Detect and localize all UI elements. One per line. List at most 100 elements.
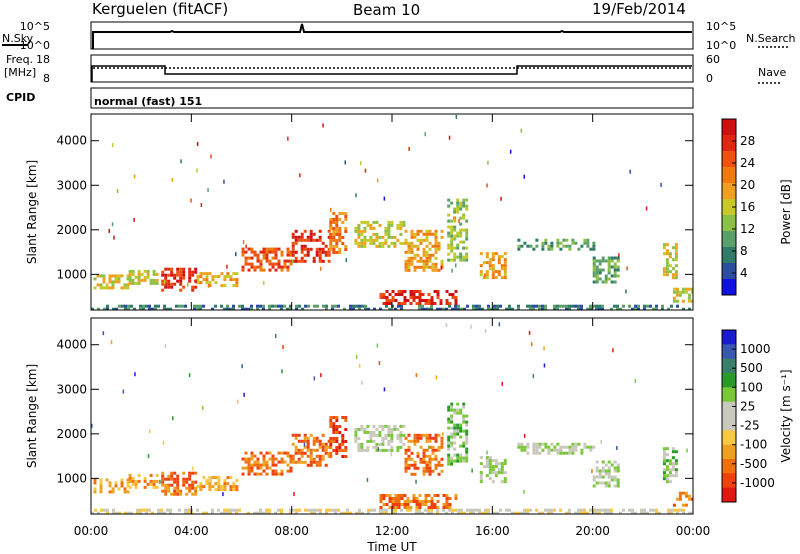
echo-cell bbox=[176, 480, 180, 484]
echo-cell bbox=[361, 380, 363, 385]
echo-cell bbox=[289, 460, 293, 464]
echo-cell bbox=[541, 511, 544, 514]
echo-cell bbox=[291, 232, 295, 236]
echo-cell bbox=[454, 497, 458, 500]
echo-cell bbox=[345, 258, 347, 263]
echo-cell bbox=[435, 375, 438, 380]
echo-cell bbox=[286, 253, 290, 257]
echo-cell bbox=[634, 307, 637, 310]
echo-cell bbox=[672, 287, 676, 291]
echo-cell bbox=[416, 259, 420, 263]
echo-cell bbox=[448, 497, 452, 500]
echo-cell bbox=[96, 274, 100, 278]
echo-cell bbox=[256, 511, 259, 514]
echo-cell bbox=[456, 207, 460, 211]
echo-cell bbox=[410, 472, 414, 476]
echo-cell bbox=[194, 285, 198, 289]
echo-cell bbox=[662, 273, 666, 277]
echo-cell bbox=[427, 500, 431, 503]
echo-cell bbox=[424, 508, 427, 512]
echo-cell bbox=[453, 210, 457, 214]
echo-cell bbox=[253, 460, 257, 464]
echo-cell bbox=[105, 478, 109, 482]
echo-cell bbox=[303, 238, 307, 242]
echo-cell bbox=[188, 279, 192, 283]
echo-cell bbox=[448, 503, 452, 506]
echo-cell bbox=[456, 453, 460, 457]
echo-cell bbox=[253, 454, 257, 458]
echo-cell bbox=[646, 304, 649, 308]
echo-cell bbox=[607, 268, 611, 272]
echo-cell bbox=[485, 459, 489, 463]
echo-cell bbox=[397, 494, 401, 497]
echo-cell bbox=[451, 268, 453, 273]
echo-cell bbox=[508, 304, 511, 308]
echo-cell bbox=[274, 472, 278, 476]
echo-cell bbox=[447, 420, 451, 424]
echo-cell bbox=[415, 497, 419, 500]
echo-cell bbox=[434, 457, 438, 461]
echo-cell bbox=[105, 283, 109, 287]
echo-cell bbox=[315, 463, 319, 467]
echo-cell bbox=[465, 450, 469, 454]
echo-cell bbox=[457, 307, 460, 310]
echo-cell bbox=[465, 423, 469, 427]
echo-cell bbox=[418, 506, 422, 509]
echo-cell bbox=[360, 427, 364, 431]
echo-cell bbox=[164, 486, 168, 490]
echo-cell bbox=[332, 233, 336, 236]
echo-cell bbox=[379, 307, 382, 310]
echo-cell bbox=[182, 267, 186, 271]
echo-cell bbox=[223, 479, 227, 483]
echo-cell bbox=[431, 253, 435, 257]
echo-cell bbox=[450, 228, 454, 232]
echo-cell bbox=[541, 304, 544, 308]
echo-cell bbox=[544, 307, 547, 310]
echo-cell bbox=[280, 265, 284, 269]
echo-cell bbox=[363, 220, 367, 224]
echo-cell bbox=[404, 451, 408, 455]
echo-cell bbox=[396, 238, 400, 242]
echo-cell bbox=[427, 302, 431, 305]
echo-cell bbox=[462, 429, 466, 433]
echo-cell bbox=[97, 307, 100, 310]
echo-cell bbox=[442, 508, 445, 512]
echo-cell bbox=[450, 237, 454, 241]
echo-cell bbox=[167, 279, 171, 283]
echo-cell bbox=[589, 247, 593, 251]
echo-cell bbox=[294, 436, 298, 440]
echo-cell bbox=[485, 255, 489, 259]
echo-cell bbox=[604, 484, 608, 488]
echo-cell bbox=[303, 247, 307, 251]
echo-cell bbox=[283, 460, 287, 464]
echo-cell bbox=[433, 506, 437, 509]
echo-cell bbox=[643, 307, 646, 310]
echo-cell bbox=[407, 448, 411, 452]
echo-cell bbox=[672, 503, 676, 507]
echo-cell bbox=[440, 463, 444, 467]
echo-cell bbox=[151, 307, 154, 310]
echo-cell bbox=[601, 460, 605, 464]
echo-cell bbox=[315, 238, 319, 242]
echo-cell bbox=[454, 304, 457, 308]
echo-cell bbox=[487, 307, 490, 310]
echo-cell bbox=[425, 238, 429, 242]
echo-cell bbox=[163, 304, 166, 308]
echo-cell bbox=[133, 217, 135, 222]
echo-cell bbox=[341, 440, 345, 443]
echo-cell bbox=[286, 265, 290, 269]
echo-cell bbox=[149, 473, 153, 477]
echo-cell bbox=[556, 304, 559, 308]
echo-cell bbox=[388, 497, 392, 500]
echo-cell bbox=[309, 232, 313, 236]
echo-cell bbox=[385, 296, 389, 299]
echo-cell bbox=[291, 244, 295, 248]
echo-cell bbox=[259, 511, 262, 514]
echo-cell bbox=[235, 485, 239, 489]
echo-cell bbox=[176, 279, 180, 283]
echo-cell bbox=[465, 219, 469, 223]
echo-cell bbox=[116, 189, 119, 193]
echo-cell bbox=[280, 268, 284, 272]
echo-cell bbox=[134, 485, 138, 489]
echo-cell bbox=[341, 449, 345, 452]
